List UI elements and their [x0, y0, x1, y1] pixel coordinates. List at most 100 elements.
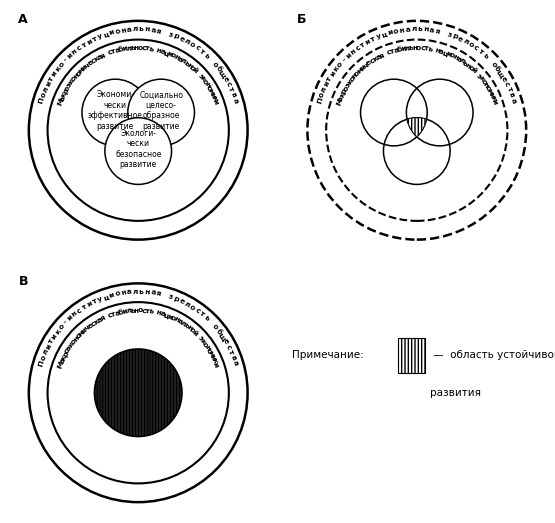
Text: ь: ь — [139, 289, 144, 295]
Text: т: т — [198, 311, 205, 318]
Text: м: м — [207, 350, 215, 358]
Text: е: е — [457, 35, 464, 43]
Text: к: к — [339, 92, 346, 99]
Text: к: к — [93, 55, 100, 63]
Text: и: и — [80, 64, 88, 72]
Text: л: л — [133, 289, 138, 295]
Text: н: н — [155, 47, 162, 54]
Text: а: а — [375, 53, 382, 61]
Text: Экономи-
чески
эффективное
развитие: Экономи- чески эффективное развитие — [88, 90, 143, 131]
Text: л: л — [126, 308, 132, 314]
Text: и: и — [212, 99, 219, 106]
Text: щ: щ — [496, 69, 506, 79]
Text: А: А — [18, 13, 28, 26]
Text: а: а — [429, 27, 435, 33]
Text: л: л — [42, 86, 49, 93]
Text: в: в — [229, 354, 236, 361]
Text: н: н — [134, 45, 139, 51]
Text: а: а — [127, 26, 132, 33]
Text: н: н — [434, 47, 441, 54]
Text: о: о — [75, 70, 83, 77]
Text: о: о — [70, 338, 78, 345]
Text: й: й — [191, 66, 199, 75]
Text: и: и — [44, 343, 52, 350]
Text: ч: ч — [83, 324, 91, 332]
Text: а: а — [97, 53, 104, 61]
Text: е: е — [365, 60, 372, 67]
Text: у: у — [97, 295, 104, 303]
Text: П: П — [316, 97, 324, 105]
Text: о: о — [188, 327, 196, 335]
Text: л: л — [404, 45, 410, 52]
Bar — [398, 338, 425, 373]
Text: к: к — [60, 354, 68, 361]
Text: л: л — [179, 57, 187, 65]
Text: и: и — [329, 70, 337, 77]
Text: н: н — [464, 62, 472, 70]
Text: ц: ц — [163, 312, 170, 319]
Text: я: я — [100, 52, 107, 60]
Text: р: р — [340, 88, 348, 95]
Text: с: с — [194, 307, 200, 314]
Text: о: о — [205, 85, 213, 92]
Text: ь: ь — [203, 52, 210, 60]
Text: т: т — [326, 75, 334, 82]
Text: ь: ь — [408, 45, 413, 51]
Text: т: т — [111, 48, 117, 55]
Text: л: л — [320, 86, 328, 93]
Text: л: л — [126, 45, 132, 52]
Text: ь: ь — [139, 26, 144, 32]
Text: э: э — [344, 82, 352, 88]
Text: а: а — [337, 95, 345, 102]
Text: э: э — [196, 73, 204, 79]
Text: ц: ц — [381, 31, 388, 38]
Text: о: о — [169, 52, 176, 60]
Text: -: - — [63, 319, 69, 325]
Text: о: о — [467, 64, 475, 72]
Text: Примечание:: Примечание: — [292, 350, 364, 360]
Text: о: о — [201, 340, 209, 348]
Text: о: о — [393, 28, 399, 35]
Text: о: о — [75, 332, 83, 340]
Text: о: о — [188, 41, 196, 49]
Text: м: м — [486, 87, 493, 96]
Text: а: а — [393, 47, 399, 54]
Text: т: т — [111, 311, 117, 317]
Text: я: я — [100, 314, 107, 322]
Text: о: о — [40, 92, 47, 98]
Text: и: и — [209, 354, 216, 361]
Text: н: н — [451, 53, 459, 61]
Text: с: с — [76, 307, 83, 314]
Text: и: и — [44, 81, 52, 88]
Text: и: и — [364, 38, 372, 46]
Text: в: в — [508, 92, 515, 98]
Text: а: а — [231, 97, 239, 104]
Text: т: т — [81, 41, 88, 49]
Text: й: й — [470, 66, 477, 75]
Text: т: т — [227, 349, 234, 355]
Text: и: и — [66, 314, 74, 322]
Text: н: н — [72, 335, 80, 343]
Text: ь: ь — [149, 46, 154, 52]
Text: я: я — [435, 28, 441, 35]
Text: т: т — [506, 86, 513, 93]
Text: к: к — [68, 340, 75, 348]
Text: н: н — [399, 27, 405, 33]
Text: ь: ь — [130, 45, 135, 51]
Text: л: л — [183, 38, 191, 46]
Text: р: р — [451, 33, 458, 40]
Text: н: н — [185, 324, 193, 332]
Text: н: н — [203, 344, 211, 351]
Text: б: б — [493, 65, 501, 73]
Text: м: м — [207, 87, 215, 96]
Text: т: т — [145, 46, 150, 52]
Circle shape — [128, 79, 194, 146]
Text: и: и — [166, 50, 173, 58]
Text: с: с — [142, 308, 147, 314]
Text: -: - — [341, 56, 347, 63]
Text: с: с — [420, 45, 425, 51]
Text: с: с — [503, 81, 511, 87]
Text: а: а — [58, 95, 66, 102]
Text: о: о — [490, 60, 497, 68]
Text: в: в — [229, 92, 236, 98]
